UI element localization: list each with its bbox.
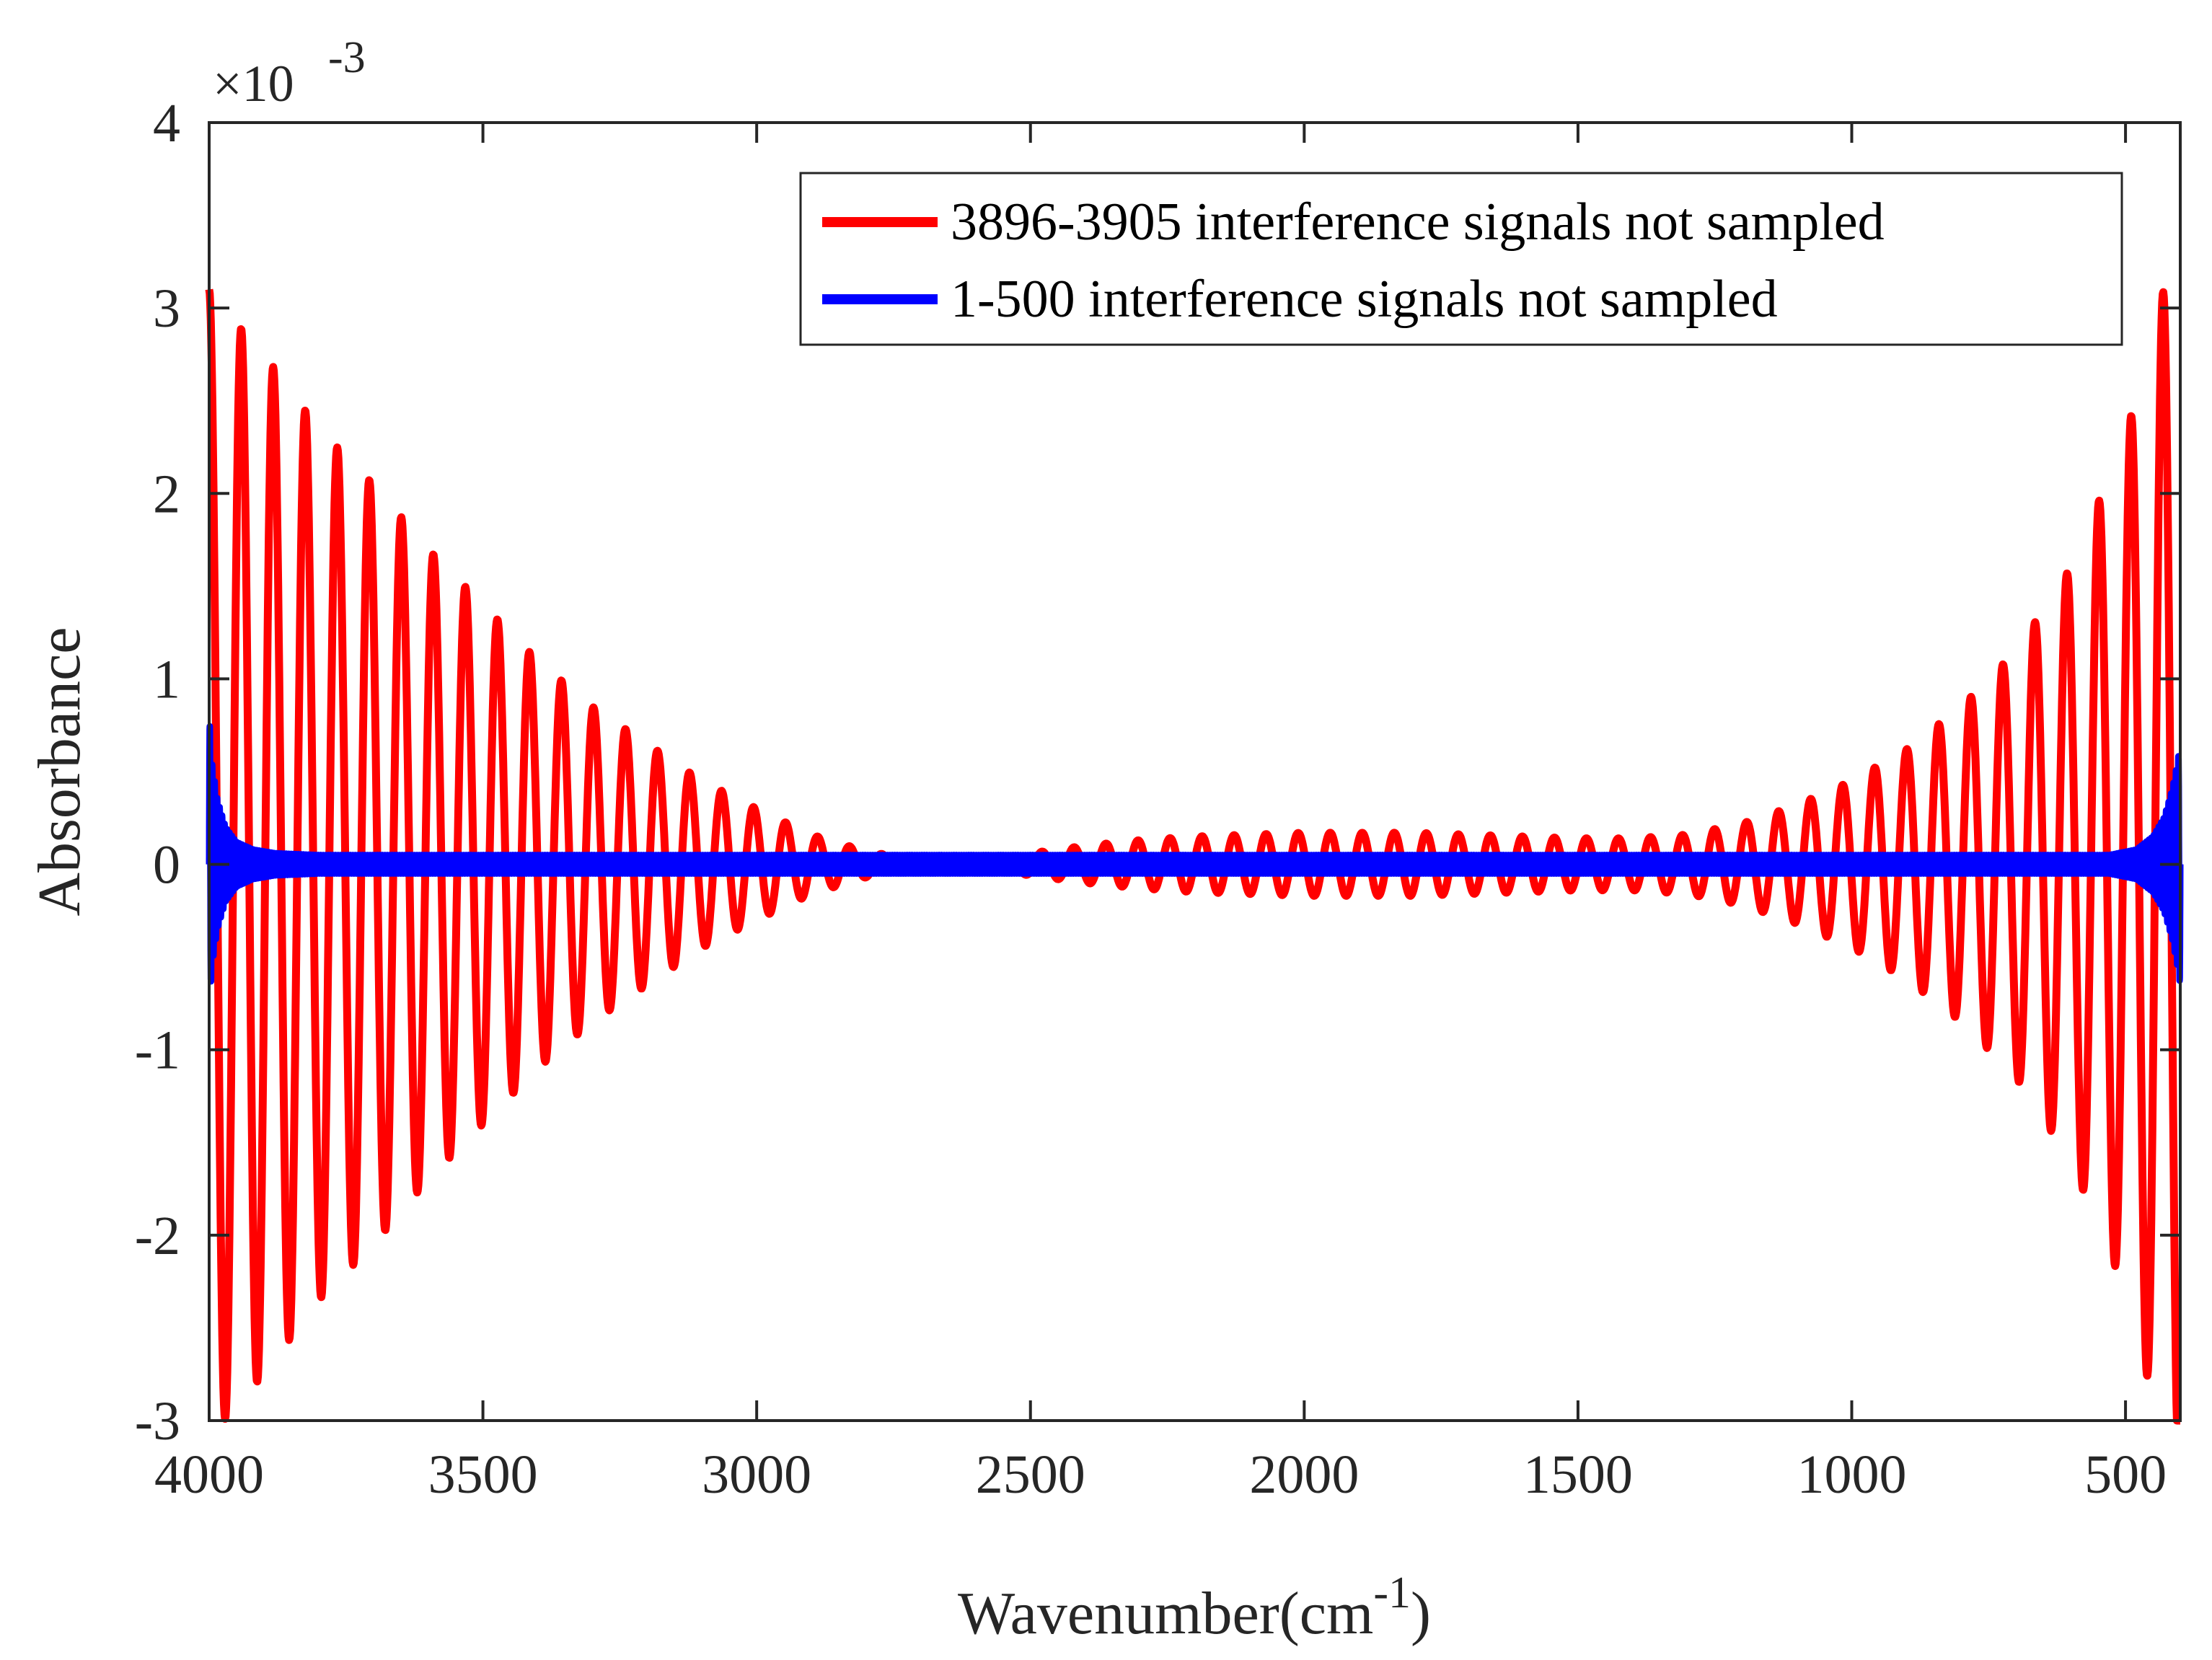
- y-multiplier-base: ×10: [213, 55, 294, 112]
- series-line-blue: [206, 723, 2184, 985]
- x-axis-label-main: Wavenumber(cm: [958, 1580, 1373, 1647]
- x-tick-label: 1000: [1797, 1444, 1907, 1505]
- y-tick-label: -2: [135, 1206, 180, 1266]
- y-tick-label: 3: [153, 278, 180, 339]
- x-tick-label: 500: [2084, 1444, 2167, 1505]
- y-multiplier-exponent: -3: [328, 33, 366, 82]
- x-tick-label: 2000: [1249, 1444, 1359, 1505]
- y-tick-label: 2: [153, 464, 180, 524]
- x-tick-label: 2500: [976, 1444, 1085, 1505]
- x-axis-label-close: ): [1411, 1580, 1431, 1647]
- axes-box: [208, 121, 2182, 1422]
- y-axis-label: Absorbance: [26, 627, 93, 916]
- y-tick-label: -3: [135, 1391, 180, 1452]
- x-tick-label: 4000: [154, 1444, 264, 1505]
- legend-box: [799, 172, 2123, 346]
- x-tick-label: 3500: [428, 1444, 538, 1505]
- x-tick-label: 3000: [702, 1444, 811, 1505]
- y-tick-label: -1: [135, 1020, 180, 1081]
- legend-label-red: 3896-3905 interference signals not sampl…: [951, 193, 1885, 252]
- y-tick-label: 0: [153, 835, 180, 896]
- tick-layer: 4000 3500 3000 2500 2000 1500 1000 500 -3 -2 -1 0 1 2…: [135, 93, 2180, 1505]
- series-layer: [205, 288, 2184, 1425]
- y-tick-label: 1: [153, 649, 180, 710]
- x-tick-label: 1500: [1523, 1444, 1633, 1505]
- y-tick-label: 4: [153, 93, 180, 154]
- x-axis-label: Wavenumber(cm-1): [958, 1568, 1431, 1647]
- legend-label-blue: 1-500 interference signals not sampled: [951, 270, 1778, 329]
- legend: 3896-3905 interference signals not sampl…: [799, 172, 2123, 346]
- x-axis-label-superscript: -1: [1373, 1568, 1411, 1617]
